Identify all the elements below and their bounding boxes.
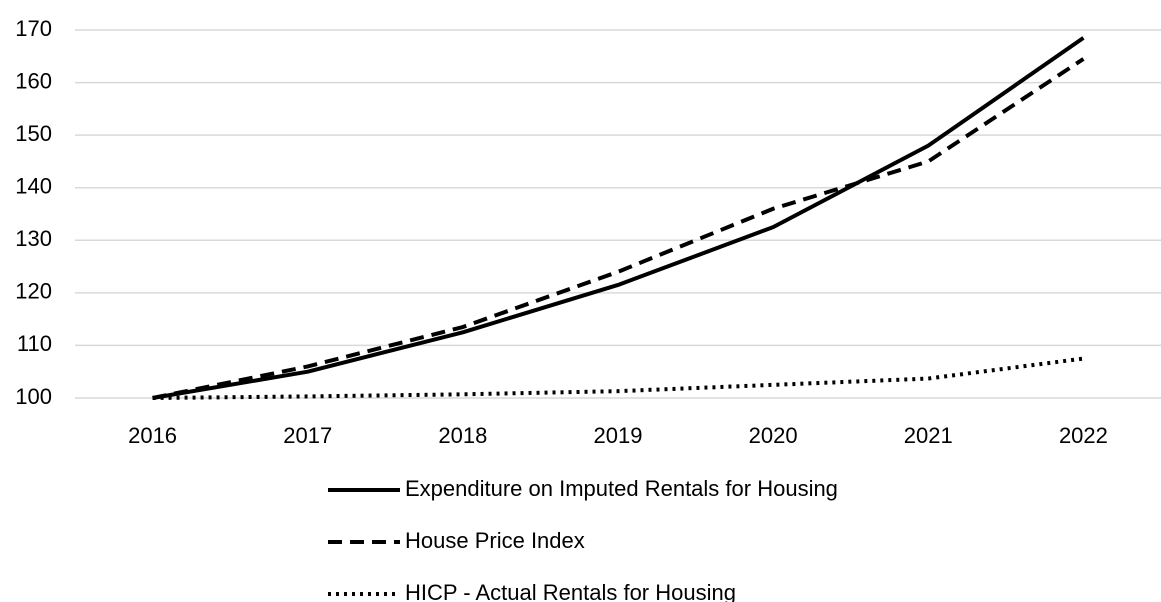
legend-label: Expenditure on Imputed Rentals for Housi… [405, 476, 838, 501]
legend-label: House Price Index [405, 528, 585, 553]
y-tick-label: 110 [17, 331, 52, 356]
y-tick-label: 100 [15, 384, 52, 409]
y-tick-label: 140 [15, 174, 52, 199]
series-line [152, 36, 1085, 400]
series-line [152, 57, 1085, 400]
x-tick-label: 2017 [283, 423, 332, 448]
x-tick-label: 2020 [749, 423, 798, 448]
legend-label: HICP - Actual Rentals for Housing [405, 580, 736, 602]
series-line [152, 356, 1084, 400]
y-tick-label: 160 [15, 68, 52, 93]
x-tick-label: 2019 [594, 423, 643, 448]
x-tick-label: 2018 [438, 423, 487, 448]
x-tick-label: 2016 [128, 423, 177, 448]
x-tick-label: 2022 [1059, 423, 1108, 448]
y-tick-label: 170 [15, 16, 52, 41]
x-tick-label: 2021 [904, 423, 953, 448]
y-tick-label: 120 [15, 279, 52, 304]
y-tick-label: 150 [15, 121, 52, 146]
y-tick-label: 130 [15, 226, 52, 251]
